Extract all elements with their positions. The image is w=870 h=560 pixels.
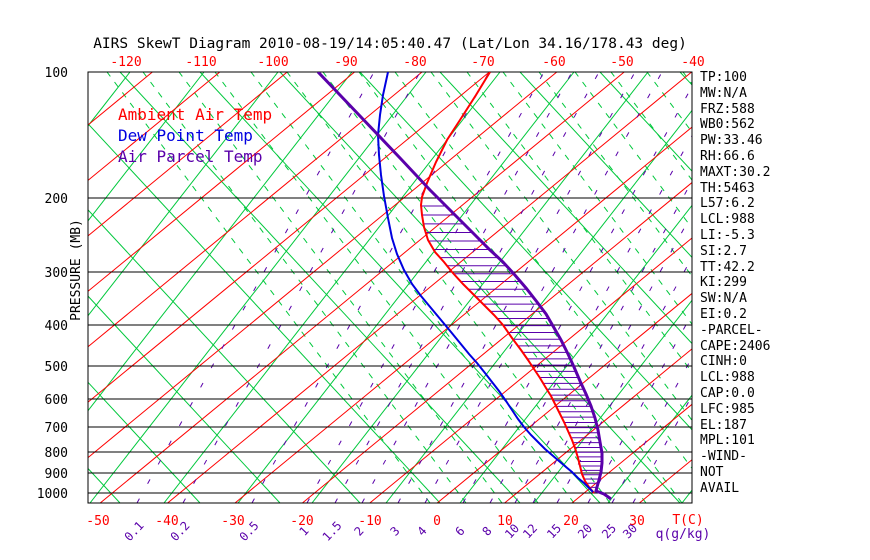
index-line: PW:33.46 xyxy=(700,133,763,149)
index-line: WB0:562 xyxy=(700,117,755,133)
mixing-ratio-dashed xyxy=(136,72,692,503)
mixing-ratio-label: 25 xyxy=(599,521,619,541)
cape-hatch-area xyxy=(421,205,602,488)
index-line: MW:N/A xyxy=(700,85,747,101)
top-temp-label: -90 xyxy=(334,55,357,70)
sounding-indices-panel: TP:100 MW:N/A FRZ:588 WB0:562 PW:33.46 RH:66.… xyxy=(700,70,770,497)
mixing-ratio-label: 15 xyxy=(544,521,564,541)
background-lines xyxy=(88,72,692,503)
legend-item: Dew Point Temp xyxy=(118,126,253,145)
index-line: MPL:101 xyxy=(700,433,755,449)
top-temp-label: -100 xyxy=(257,55,288,70)
mixing-ratio-label: 8 xyxy=(479,524,494,539)
bottom-temp-label: -40 xyxy=(155,514,178,529)
index-line: RH:66.6 xyxy=(700,148,755,164)
index-line: MAXT:30.2 xyxy=(700,164,771,180)
pressure-tick-label: 400 xyxy=(45,319,68,334)
ambient-air-temp-curve xyxy=(419,72,595,494)
bottom-temp-label: -30 xyxy=(221,514,244,529)
index-line: TP:100 xyxy=(700,70,747,85)
mixing-ratio-label: 4 xyxy=(414,524,429,539)
mixing-ratio-label: 3 xyxy=(387,524,402,539)
top-temp-label: -110 xyxy=(185,55,216,70)
index-line: LFC:985 xyxy=(700,401,755,417)
index-line: L57:6.2 xyxy=(700,196,755,212)
top-temp-label: -120 xyxy=(110,55,141,70)
mixing-ratio-label: 6 xyxy=(452,524,467,539)
index-line: LCL:988 xyxy=(700,370,755,386)
index-line: LCL:988 xyxy=(700,212,755,228)
top-temp-label: -70 xyxy=(471,55,494,70)
pressure-tick-label: 100 xyxy=(45,66,68,81)
top-temp-label: -40 xyxy=(681,55,704,70)
pressure-tick-label: 300 xyxy=(45,266,68,281)
index-line: KI:299 xyxy=(700,275,747,291)
temp-axis-unit-label: T(C) xyxy=(672,513,703,528)
mixing-ratio-label: 12 xyxy=(520,521,540,541)
index-line: LI:-5.3 xyxy=(700,227,755,243)
mixing-ratio-label: 1.5 xyxy=(320,519,345,544)
plot-border xyxy=(87,71,693,504)
bottom-temp-label: -10 xyxy=(358,514,381,529)
mixing-axis-unit-label: q(g/kg) xyxy=(656,527,711,542)
sounding-curves xyxy=(316,72,612,501)
bottom-temp-label: -50 xyxy=(86,514,109,529)
index-line: NOT xyxy=(700,464,724,480)
dew-point-temp-curve xyxy=(376,72,594,493)
pressure-tick-label: 600 xyxy=(45,393,68,408)
index-line: TT:42.2 xyxy=(700,259,755,275)
bottom-temp-label: 10 xyxy=(497,514,513,529)
bottom-temp-label: -20 xyxy=(290,514,313,529)
bottom-temp-label: 30 xyxy=(629,514,645,529)
mixing-ratio-label: 0.1 xyxy=(122,519,147,544)
bottom-temp-label: 0 xyxy=(433,514,441,529)
pressure-tick-label: 1000 xyxy=(37,487,68,502)
legend: Ambient Air Temp Dew Point Temp Air Parcel… xyxy=(118,104,272,167)
index-line: -WIND- xyxy=(700,449,747,465)
index-line: CAPE:2406 xyxy=(700,338,771,354)
index-line: SW:N/A xyxy=(700,291,747,307)
air-parcel-temp-curve xyxy=(316,72,612,501)
top-temp-label: -80 xyxy=(403,55,426,70)
pressure-tick-label: 200 xyxy=(45,192,68,207)
pressure-tick-label: 900 xyxy=(45,467,68,482)
index-line: -PARCEL- xyxy=(700,322,763,338)
index-line: CAP:0.0 xyxy=(700,385,755,401)
pressure-tick-label: 500 xyxy=(45,360,68,375)
index-line: EL:187 xyxy=(700,417,747,433)
page-title: AIRS SkewT Diagram 2010-08-19/14:05:40.4… xyxy=(93,36,687,52)
legend-item: Ambient Air Temp xyxy=(118,105,273,124)
legend-item: Air Parcel Temp xyxy=(118,147,263,166)
pressure-axis-title: PRESSURE (MB) xyxy=(69,219,84,321)
index-line: SI:2.7 xyxy=(700,243,747,259)
bottom-temp-label: 20 xyxy=(563,514,579,529)
isotherms-red xyxy=(88,72,692,503)
index-line: CINH:0 xyxy=(700,354,747,370)
index-line: FRZ:588 xyxy=(700,101,755,117)
pressure-tick-label: 800 xyxy=(45,446,68,461)
top-temp-label: -60 xyxy=(542,55,565,70)
top-temp-label: -50 xyxy=(610,55,633,70)
index-line: TH:5463 xyxy=(700,180,755,196)
index-line: EI:0.2 xyxy=(700,306,747,322)
pressure-tick-label: 700 xyxy=(45,421,68,436)
index-line: AVAIL xyxy=(700,480,740,496)
